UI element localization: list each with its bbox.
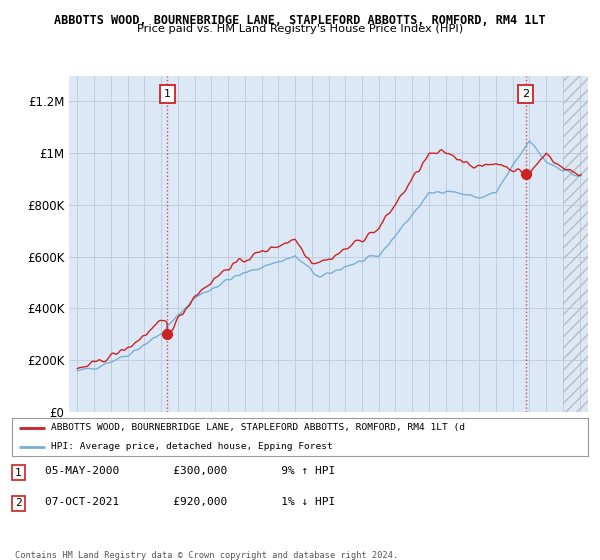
Text: 2: 2 [522, 88, 529, 99]
Text: 05-MAY-2000        £300,000        9% ↑ HPI: 05-MAY-2000 £300,000 9% ↑ HPI [45, 466, 335, 477]
Text: Price paid vs. HM Land Registry's House Price Index (HPI): Price paid vs. HM Land Registry's House … [137, 24, 463, 34]
Text: ABBOTTS WOOD, BOURNEBRIDGE LANE, STAPLEFORD ABBOTTS, ROMFORD, RM4 1LT (d: ABBOTTS WOOD, BOURNEBRIDGE LANE, STAPLEF… [51, 423, 465, 432]
Text: 1: 1 [164, 88, 171, 99]
Text: ABBOTTS WOOD, BOURNEBRIDGE LANE, STAPLEFORD ABBOTTS, ROMFORD, RM4 1LT: ABBOTTS WOOD, BOURNEBRIDGE LANE, STAPLEF… [54, 14, 546, 27]
Text: 07-OCT-2021        £920,000        1% ↓ HPI: 07-OCT-2021 £920,000 1% ↓ HPI [45, 497, 335, 507]
Text: HPI: Average price, detached house, Epping Forest: HPI: Average price, detached house, Eppi… [51, 442, 333, 451]
Text: 1: 1 [15, 468, 22, 478]
Text: Contains HM Land Registry data © Crown copyright and database right 2024.
This d: Contains HM Land Registry data © Crown c… [15, 551, 398, 560]
Text: 2: 2 [15, 498, 22, 508]
